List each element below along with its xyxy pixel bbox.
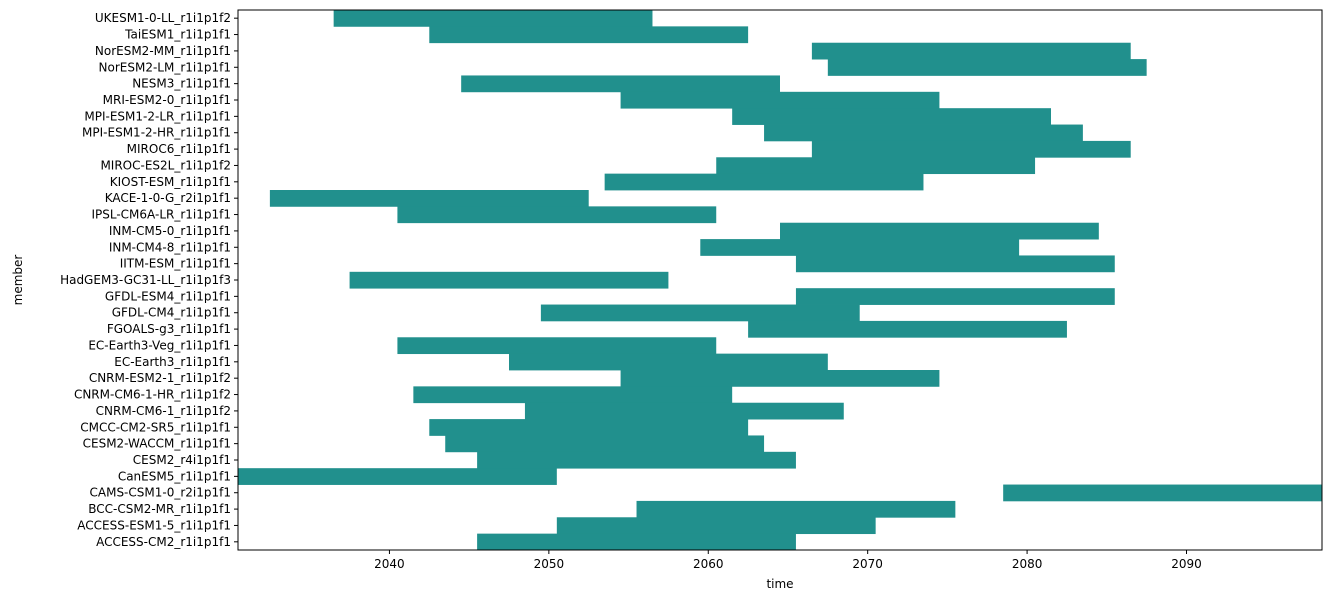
y-tick-label: NorESM2-MM_r1i1p1f1 [95,44,231,58]
y-tick-label: EC-Earth3_r1i1p1f1 [114,355,231,369]
y-tick-label: MPI-ESM1-2-HR_r1i1p1f1 [82,126,231,140]
bar [620,91,940,109]
bar [477,533,796,551]
y-tick-label: NorESM2-LM_r1i1p1f1 [99,60,231,74]
y-axis-title: member [11,255,25,306]
bar [700,239,1020,256]
y-tick-label: CMCC-CM2-SR5_r1i1p1f1 [80,420,231,434]
bar [764,124,1083,142]
y-tick-label: INM-CM4-8_r1i1p1f1 [109,240,231,254]
x-axis-ticks: 2040 2050 2060 2070 2080 2090 [374,550,1202,571]
bar [556,517,876,535]
y-tick-label: ACCESS-ESM1-5_r1i1p1f1 [77,518,231,532]
y-tick-label: CNRM-ESM2-1_r1i1p1f2 [89,371,231,385]
y-tick-label: INM-CM5-0_r1i1p1f1 [109,224,231,238]
x-tick-label: 2040 [374,557,405,571]
bar [238,468,557,485]
y-tick-label: CESM2-WACCM_r1i1p1f1 [83,437,231,451]
bar [795,288,1115,305]
x-tick-label: 2070 [852,557,883,571]
y-tick-label: CESM2_r4i1p1f1 [133,453,231,467]
y-tick-label: CanESM5_r1i1p1f1 [118,469,231,483]
plot-frame [237,9,1323,551]
bar [620,370,940,387]
bar [397,337,717,355]
bar [780,222,1099,240]
y-tick-label: ACCESS-CM2_r1i1p1f1 [96,535,231,549]
bar [349,271,669,289]
bar [811,42,1131,60]
y-tick-label: HadGEM3-GC31-LL_r1i1p1f3 [60,273,231,287]
bar [445,435,765,453]
y-axis-ticks: UKESM1-0-LL_r1i1p1f2 TaiESM1_r1i1p1f1 NorE… [60,11,238,549]
bar [429,419,749,436]
y-tick-label: TaiESM1_r1i1p1f1 [124,28,231,42]
y-tick-label: IPSL-CM6A-LR_r1i1p1f1 [91,208,231,222]
bar [477,451,796,469]
y-tick-label: BCC-CSM2-MR_r1i1p1f1 [88,502,231,516]
bar [604,173,924,191]
bar [732,108,1051,125]
y-tick-label: EC-Earth3-Veg_r1i1p1f1 [88,338,231,352]
bar [509,353,828,371]
bar [827,59,1147,76]
bar [636,500,956,518]
y-tick-label: GFDL-CM4_r1i1p1f1 [112,306,231,320]
bar [461,75,780,93]
bar [748,320,1067,338]
y-tick-label: CNRM-CM6-1_r1i1p1f2 [96,404,231,418]
y-tick-label: NESM3_r1i1p1f1 [132,77,231,91]
bar [716,157,1036,175]
y-tick-label: MIROC6_r1i1p1f1 [127,142,231,156]
x-tick-label: 2080 [1012,557,1043,571]
bar [811,140,1131,158]
y-tick-label: CAMS-CSM1-0_r2i1p1f1 [90,486,232,500]
x-axis-title: time [766,577,793,591]
y-tick-label: MIROC-ES2L_r1i1p1f2 [100,158,231,172]
y-tick-label: MPI-ESM1-2-LR_r1i1p1f1 [84,109,231,123]
bar [524,402,844,420]
y-tick-label: FGOALS-g3_r1i1p1f1 [107,322,231,336]
x-tick-label: 2090 [1171,557,1202,571]
y-tick-label: KIOST-ESM_r1i1p1f1 [110,175,231,189]
bar [397,206,717,224]
bar [333,10,653,27]
y-tick-label: CNRM-CM6-1-HR_r1i1p1f2 [74,388,231,402]
bar [413,386,733,404]
y-tick-label: UKESM1-0-LL_r1i1p1f2 [95,11,231,25]
y-tick-label: IITM-ESM_r1i1p1f1 [120,257,231,271]
y-tick-label: MRI-ESM2-0_r1i1p1f1 [103,93,231,107]
y-tick-label: KACE-1-0-G_r2i1p1f1 [105,191,231,205]
bar [1003,484,1322,502]
bar [540,304,860,322]
x-tick-label: 2060 [693,557,724,571]
bar [795,255,1115,273]
bar-layer [238,10,1322,551]
y-tick-label: GFDL-ESM4_r1i1p1f1 [105,289,231,303]
x-tick-label: 2050 [534,557,565,571]
bar [429,26,749,44]
bar [269,190,589,207]
